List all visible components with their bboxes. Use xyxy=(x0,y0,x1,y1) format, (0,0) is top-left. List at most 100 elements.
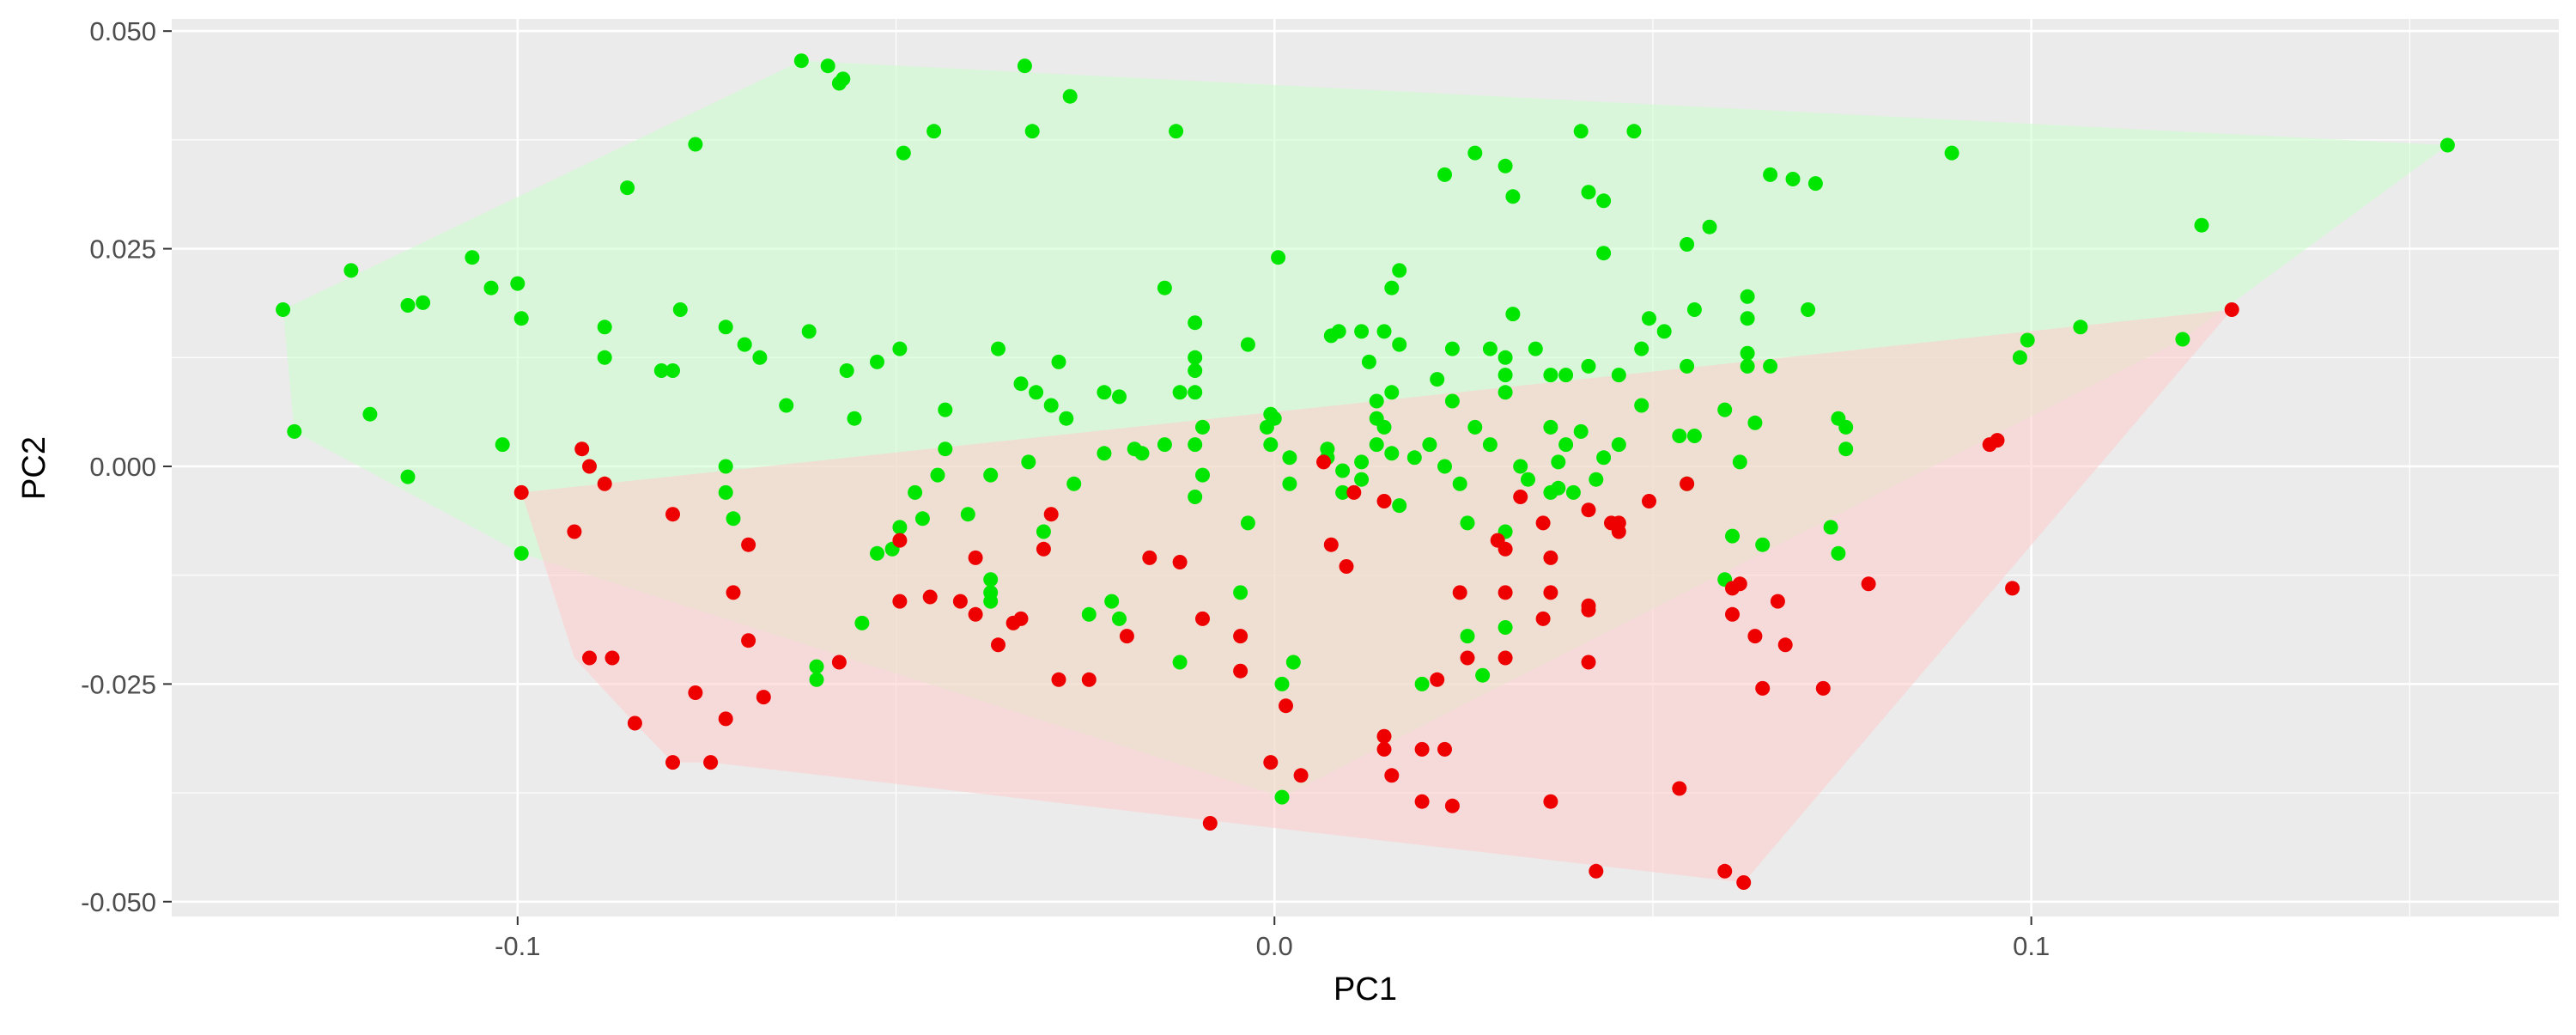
data-point-1 xyxy=(1740,358,1755,374)
data-point-1 xyxy=(1437,459,1452,474)
data-point-1 xyxy=(1376,324,1392,339)
data-point-1 xyxy=(276,302,291,317)
data-point-2 xyxy=(1346,484,1362,500)
data-point-1 xyxy=(495,437,510,453)
data-point-1 xyxy=(1467,419,1483,435)
data-point-2 xyxy=(1195,611,1210,626)
data-point-1 xyxy=(1838,419,1854,435)
data-point-2 xyxy=(1119,629,1134,644)
data-point-2 xyxy=(1051,672,1066,687)
data-point-1 xyxy=(2439,137,2455,153)
data-point-1 xyxy=(1271,250,1286,265)
data-point-1 xyxy=(1444,341,1460,356)
data-point-1 xyxy=(831,76,847,91)
data-point-1 xyxy=(2175,332,2190,347)
data-point-1 xyxy=(1717,402,1733,417)
data-point-1 xyxy=(1558,368,1574,383)
y-tick-label: 0.000 xyxy=(89,452,156,482)
data-point-1 xyxy=(1634,398,1649,413)
data-point-2 xyxy=(1376,728,1392,744)
data-point-1 xyxy=(1043,398,1059,413)
data-point-2 xyxy=(1642,494,1656,508)
data-point-1 xyxy=(1384,385,1400,400)
x-axis-title: PC1 xyxy=(1334,971,1397,1008)
data-point-1 xyxy=(653,363,669,378)
data-point-2 xyxy=(718,711,733,727)
data-point-2 xyxy=(1770,594,1785,609)
data-point-1 xyxy=(1354,454,1370,470)
data-point-1 xyxy=(1392,263,1407,278)
data-point-1 xyxy=(1626,124,1642,139)
data-point-1 xyxy=(1656,324,1672,339)
data-point-1 xyxy=(1596,246,1612,261)
data-point-1 xyxy=(1354,472,1370,487)
data-point-1 xyxy=(1323,328,1339,344)
data-point-1 xyxy=(1104,594,1120,609)
data-point-2 xyxy=(1414,794,1430,809)
data-point-2 xyxy=(2005,581,2020,596)
data-point-1 xyxy=(839,363,854,378)
data-point-2 xyxy=(1815,680,1831,696)
data-point-1 xyxy=(820,58,835,74)
data-point-2 xyxy=(1036,541,1051,557)
data-point-1 xyxy=(1240,515,1255,531)
data-point-1 xyxy=(1172,385,1188,400)
data-point-1 xyxy=(1686,429,1702,443)
data-point-1 xyxy=(2194,217,2209,233)
data-point-1 xyxy=(1763,358,1778,374)
data-point-1 xyxy=(1543,484,1558,500)
data-point-1 xyxy=(1240,337,1255,352)
data-point-1 xyxy=(1460,515,1475,531)
data-point-1 xyxy=(1551,454,1566,470)
data-point-2 xyxy=(597,476,612,491)
data-point-1 xyxy=(1335,463,1351,478)
data-point-1 xyxy=(1282,476,1297,491)
data-point-2 xyxy=(1513,490,1528,504)
data-point-2 xyxy=(1861,576,1876,592)
y-tick-label: 0.025 xyxy=(89,234,156,265)
data-point-1 xyxy=(1157,280,1172,295)
data-point-1 xyxy=(927,124,942,139)
data-point-1 xyxy=(1392,498,1407,514)
data-point-1 xyxy=(870,545,884,561)
data-point-1 xyxy=(854,615,870,630)
data-point-2 xyxy=(968,606,983,622)
data-point-1 xyxy=(892,341,908,356)
data-point-2 xyxy=(1013,611,1029,626)
data-point-1 xyxy=(1565,484,1581,500)
data-point-2 xyxy=(1263,755,1279,770)
y-axis-ticks: -0.050 -0.025 0.000 0.025 0.050 xyxy=(81,16,172,917)
data-point-1 xyxy=(1036,524,1051,539)
data-point-1 xyxy=(1543,368,1558,383)
data-point-1 xyxy=(1081,606,1097,622)
data-point-1 xyxy=(1498,368,1513,383)
data-point-2 xyxy=(1316,454,1331,470)
data-point-1 xyxy=(1528,341,1543,356)
data-point-2 xyxy=(1233,629,1249,644)
data-point-1 xyxy=(1831,545,1846,561)
data-point-2 xyxy=(513,484,529,500)
data-point-1 xyxy=(1807,176,1823,192)
data-point-1 xyxy=(1573,124,1589,139)
data-point-1 xyxy=(597,350,612,365)
data-point-1 xyxy=(1823,520,1838,535)
x-tick-label: -0.1 xyxy=(495,931,540,961)
data-point-1 xyxy=(1498,385,1513,400)
x-tick-label: 0.0 xyxy=(1256,931,1293,961)
data-point-2 xyxy=(1172,555,1188,569)
data-point-1 xyxy=(1195,419,1210,435)
data-point-2 xyxy=(1460,650,1475,666)
data-point-1 xyxy=(892,520,908,535)
data-point-1 xyxy=(1944,145,1959,161)
data-point-1 xyxy=(1452,476,1467,491)
data-point-2 xyxy=(1725,606,1740,622)
data-point-1 xyxy=(938,402,953,417)
data-point-1 xyxy=(2020,332,2035,348)
data-point-1 xyxy=(1384,280,1400,295)
data-point-1 xyxy=(400,469,416,484)
data-point-1 xyxy=(1195,467,1210,483)
data-point-1 xyxy=(2073,320,2088,335)
data-point-2 xyxy=(1535,611,1551,626)
data-point-1 xyxy=(665,363,680,378)
